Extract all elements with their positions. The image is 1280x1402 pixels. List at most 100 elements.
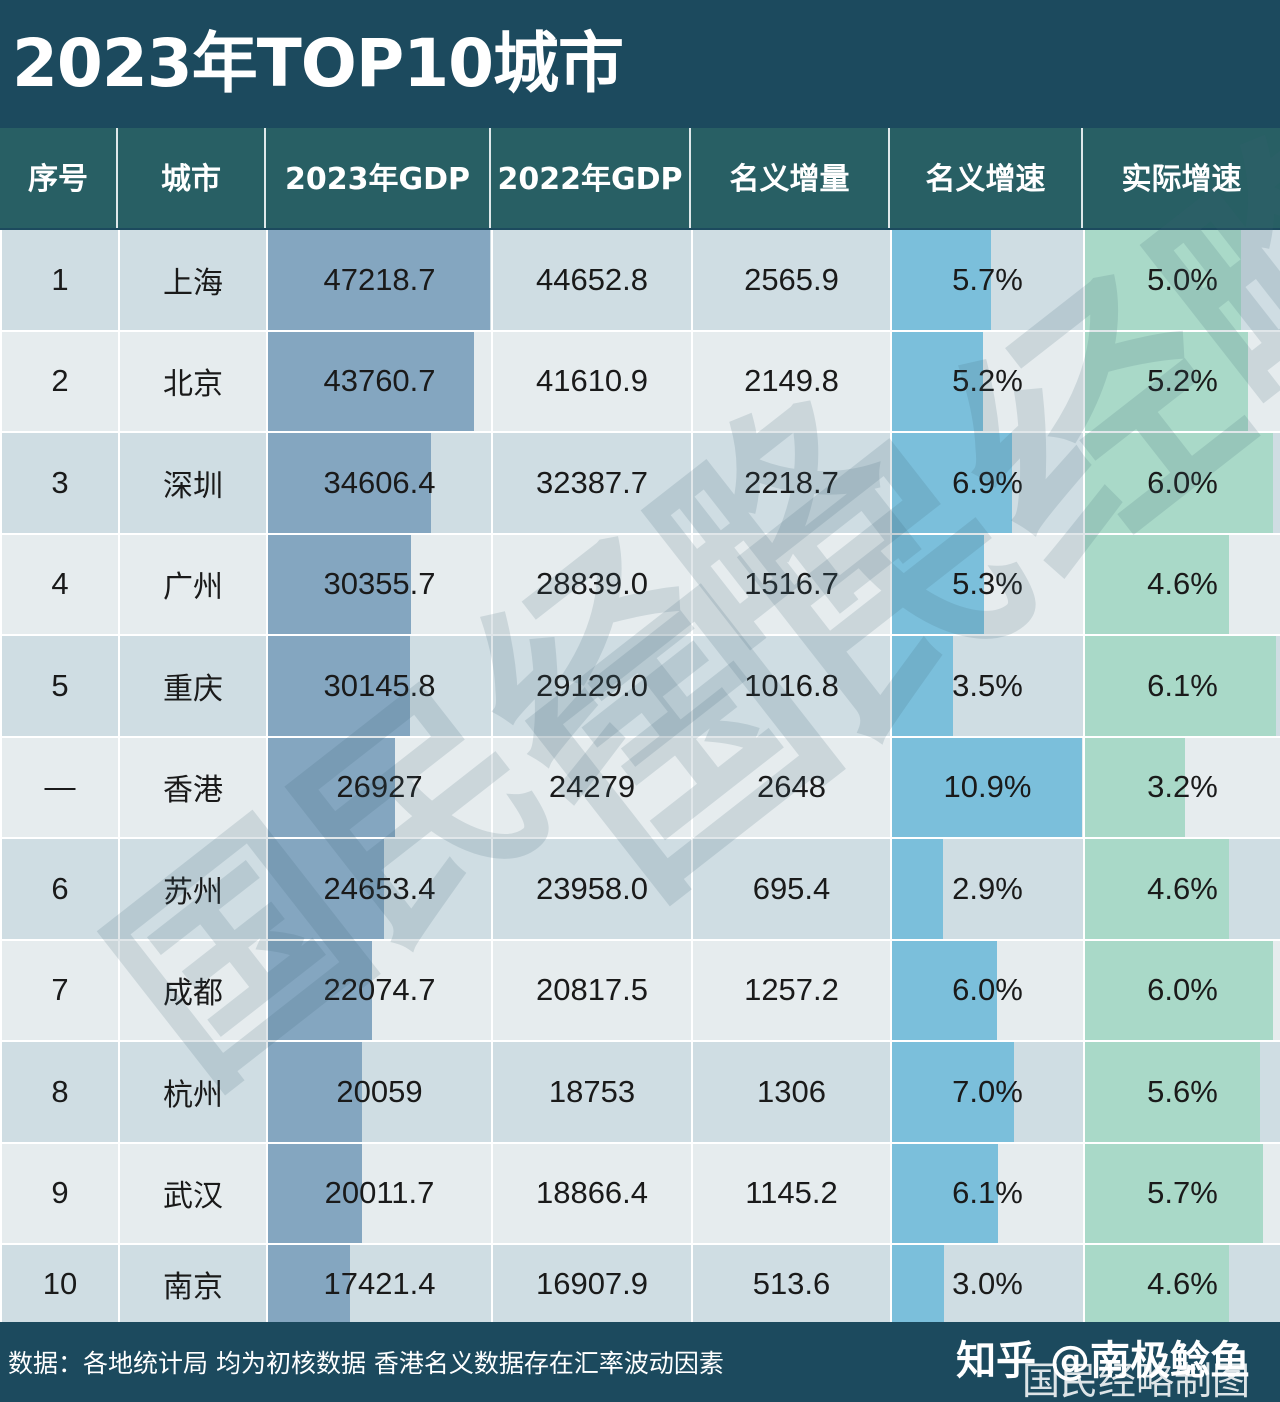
gdp-2023-cell: 43760.7 [268, 331, 491, 431]
real-data-bar [1085, 331, 1248, 431]
gdp-2023-value: 30355.7 [323, 566, 436, 602]
gdp-2023-cell: 20059 [268, 1042, 491, 1142]
table-row: 8 杭州 20059 18753 1306 7.0% 5.6% [0, 1042, 1280, 1142]
nominal-increase-cell: 1257.2 [693, 940, 890, 1040]
table-header: 序号 城市 2023年GDP 2022年GDP 名义增量 名义增速 实际增速 [0, 128, 1280, 228]
rank-cell: 3 [2, 433, 118, 533]
real-data-bar [1085, 636, 1276, 736]
gdp-data-bar [268, 534, 411, 634]
table-row: 4 广州 30355.7 28839.0 1516.7 5.3% 4.6% [0, 534, 1280, 634]
real-growth-value: 6.0% [1147, 972, 1218, 1008]
gdp-2022-cell: 20817.5 [493, 940, 691, 1040]
gdp-2022-value: 44652.8 [535, 261, 649, 297]
nom-data-bar [892, 230, 992, 330]
gdp-2022-cell: 28839.0 [493, 534, 691, 634]
nominal-growth-value: 10.9% [943, 769, 1032, 805]
header-nominal-increase: 名义增量 [691, 128, 890, 228]
gdp-data-bar [268, 433, 431, 533]
gdp-data-bar [268, 1245, 350, 1322]
gdp-2023-cell: 26927 [268, 737, 491, 837]
nom-data-bar [892, 1245, 945, 1322]
nom-data-bar [892, 1143, 999, 1243]
nominal-growth-value: 3.5% [952, 667, 1023, 703]
nominal-growth-value: 6.0% [952, 972, 1023, 1008]
rank-value: — [44, 769, 76, 805]
rank-cell: 5 [2, 636, 118, 736]
gdp-2022-cell: 29129.0 [493, 636, 691, 736]
gdp-2022-value: 18753 [548, 1073, 636, 1109]
nom-data-bar [892, 1042, 1015, 1142]
gdp-data-bar [268, 230, 490, 330]
nominal-increase-cell: 513.6 [693, 1245, 890, 1322]
header-nominal-growth: 名义增速 [890, 128, 1083, 228]
nominal-growth-cell: 5.7% [892, 230, 1083, 330]
nominal-growth-value: 7.0% [952, 1073, 1023, 1109]
rank-value: 4 [51, 566, 69, 602]
table-row: 2 北京 43760.7 41610.9 2149.8 5.2% 5.2% [0, 331, 1280, 431]
real-data-bar [1085, 839, 1229, 939]
gdp-2022-cell: 16907.9 [493, 1245, 691, 1322]
city-cell: 北京 [120, 331, 266, 431]
city-value: 北京 [163, 367, 223, 403]
gdp-2023-value: 26927 [336, 769, 423, 805]
nominal-increase-value: 513.6 [752, 1265, 831, 1301]
real-growth-cell: 5.7% [1085, 1143, 1280, 1243]
gdp-2022-cell: 18753 [493, 1042, 691, 1142]
real-growth-value: 6.0% [1147, 464, 1218, 500]
nominal-increase-value: 2218.7 [744, 464, 839, 500]
city-cell: 深圳 [120, 433, 266, 533]
nominal-increase-cell: 695.4 [693, 839, 890, 939]
gdp-2022-value: 20817.5 [535, 972, 649, 1008]
nominal-increase-cell: 1145.2 [693, 1143, 890, 1243]
nominal-increase-cell: 1516.7 [693, 534, 890, 634]
real-growth-value: 5.0% [1147, 261, 1218, 297]
rank-value: 5 [51, 667, 69, 703]
real-growth-cell: 5.6% [1085, 1042, 1280, 1142]
nominal-growth-cell: 3.0% [892, 1245, 1083, 1322]
nominal-increase-cell: 2149.8 [693, 331, 890, 431]
table-row: 5 重庆 30145.8 29129.0 1016.8 3.5% 6.1% [0, 636, 1280, 736]
gdp-2022-value: 28839.0 [535, 566, 649, 602]
nom-data-bar [892, 636, 953, 736]
header-real-growth: 实际增速 [1121, 162, 1242, 197]
gdp-data-bar [268, 1143, 363, 1243]
gdp-2023-cell: 34606.4 [268, 433, 491, 533]
nominal-increase-cell: 2218.7 [693, 433, 890, 533]
gdp-data-bar [268, 1042, 363, 1142]
nominal-growth-cell: 2.9% [892, 839, 1083, 939]
nominal-growth-cell: 6.1% [892, 1143, 1083, 1243]
nom-data-bar [892, 839, 943, 939]
gdp-2023-value: 47218.7 [323, 261, 436, 297]
table-row: 10 南京 17421.4 16907.9 513.6 3.0% 4.6% [0, 1245, 1280, 1322]
city-cell: 广州 [120, 534, 266, 634]
rank-cell: 4 [2, 534, 118, 634]
author-credit: 知乎 @南极鲶鱼 [956, 1338, 1250, 1384]
nominal-growth-value: 6.1% [952, 1175, 1023, 1211]
nominal-growth-cell: 7.0% [892, 1042, 1083, 1142]
gdp-2023-cell: 17421.4 [268, 1245, 491, 1322]
nom-data-bar [892, 737, 1082, 837]
nominal-increase-value: 1516.7 [744, 566, 839, 602]
rank-cell: 6 [2, 839, 118, 939]
gdp-2023-cell: 22074.7 [268, 940, 491, 1040]
nominal-increase-cell: 2648 [693, 737, 890, 837]
real-growth-value: 4.6% [1147, 1265, 1218, 1301]
nominal-increase-value: 2149.8 [744, 363, 839, 399]
table-row: 6 苏州 24653.4 23958.0 695.4 2.9% 4.6% [0, 839, 1280, 939]
gdp-2022-value: 32387.7 [535, 464, 649, 500]
nom-data-bar [892, 331, 983, 431]
nom-data-bar [892, 433, 1013, 533]
rank-cell: — [2, 737, 118, 837]
city-cell: 香港 [120, 737, 266, 837]
city-cell: 武汉 [120, 1143, 266, 1243]
nominal-increase-cell: 1016.8 [693, 636, 890, 736]
real-growth-cell: 4.6% [1085, 1245, 1280, 1322]
rank-value: 10 [42, 1265, 78, 1301]
real-growth-cell: 4.6% [1085, 839, 1280, 939]
real-growth-value: 6.1% [1147, 667, 1218, 703]
nominal-increase-value: 2648 [757, 769, 826, 805]
city-value: 苏州 [163, 874, 223, 910]
rank-cell: 1 [2, 230, 118, 330]
real-data-bar [1085, 230, 1242, 330]
city-cell: 上海 [120, 230, 266, 330]
